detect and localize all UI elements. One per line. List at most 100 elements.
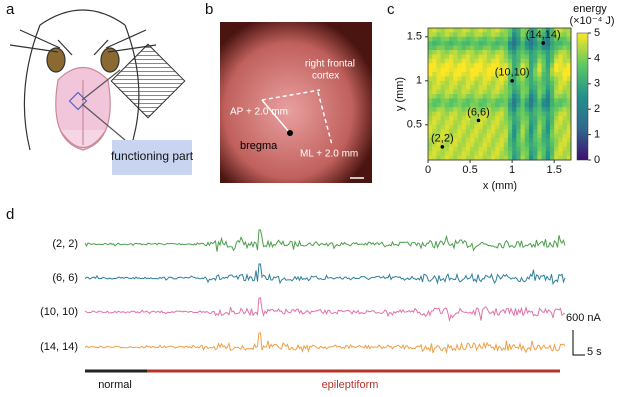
heat-cell bbox=[478, 63, 483, 68]
heat-cell bbox=[554, 68, 559, 73]
heat-cell bbox=[525, 54, 530, 59]
heat-cell bbox=[516, 98, 521, 103]
heat-cell bbox=[466, 59, 471, 64]
heat-cell bbox=[542, 46, 547, 51]
heat-cell bbox=[550, 151, 555, 156]
heat-cell bbox=[542, 90, 547, 95]
heat-cell bbox=[508, 116, 513, 121]
heat-cell bbox=[474, 90, 479, 95]
heat-cell bbox=[457, 50, 462, 55]
heat-cell bbox=[537, 50, 542, 55]
heat-cell bbox=[491, 138, 496, 143]
heat-cell bbox=[504, 28, 509, 33]
heat-cell bbox=[453, 63, 458, 68]
colorbar-tick-label: 4 bbox=[594, 52, 600, 64]
heat-cell bbox=[445, 46, 450, 51]
heat-cell bbox=[533, 125, 538, 130]
heat-cell bbox=[449, 81, 454, 86]
heat-cell bbox=[483, 28, 488, 33]
heat-cell bbox=[554, 142, 559, 147]
heat-cell bbox=[462, 46, 467, 51]
heat-cell bbox=[487, 76, 492, 81]
heat-cell bbox=[470, 50, 475, 55]
heat-cell bbox=[563, 103, 568, 108]
heat-cell bbox=[546, 59, 551, 64]
heat-cell bbox=[462, 147, 467, 152]
heat-cell bbox=[491, 147, 496, 152]
y-tick-label: 1 bbox=[416, 75, 422, 87]
heat-cell bbox=[533, 107, 538, 112]
heat-cell bbox=[508, 90, 513, 95]
heat-cell bbox=[474, 147, 479, 152]
heat-cell bbox=[432, 72, 437, 77]
heat-cell bbox=[542, 76, 547, 81]
heat-cell bbox=[449, 151, 454, 156]
heat-cell bbox=[462, 103, 467, 108]
heat-cell bbox=[466, 151, 471, 156]
heat-cell bbox=[508, 142, 513, 147]
heat-cell bbox=[491, 125, 496, 130]
heat-cell bbox=[529, 116, 534, 121]
heat-cell bbox=[537, 85, 542, 90]
heat-cell bbox=[516, 28, 521, 33]
heat-cell bbox=[550, 129, 555, 134]
heat-cell bbox=[432, 81, 437, 86]
point bbox=[510, 79, 514, 83]
heat-cell bbox=[466, 28, 471, 33]
heat-cell bbox=[529, 151, 534, 156]
heat-cell bbox=[525, 112, 530, 117]
heat-cell bbox=[546, 72, 551, 77]
heat-cell bbox=[508, 28, 513, 33]
heat-cell bbox=[529, 94, 534, 99]
heat-cell bbox=[563, 72, 568, 77]
heat-cell bbox=[554, 81, 559, 86]
heat-cell bbox=[436, 72, 441, 77]
heat-cell bbox=[563, 76, 568, 81]
heat-cell bbox=[558, 147, 563, 152]
heat-cell bbox=[432, 147, 437, 152]
panel-label: c bbox=[387, 1, 395, 18]
heat-cell bbox=[432, 98, 437, 103]
heat-cell bbox=[512, 94, 517, 99]
heat-cell bbox=[495, 50, 500, 55]
heat-cell bbox=[453, 76, 458, 81]
heat-cell bbox=[504, 81, 509, 86]
heat-cell bbox=[466, 142, 471, 147]
heat-cell bbox=[483, 50, 488, 55]
heat-cell bbox=[491, 90, 496, 95]
heat-cell bbox=[453, 68, 458, 73]
heat-cell bbox=[550, 59, 555, 64]
heat-cell bbox=[550, 112, 555, 117]
heat-cell bbox=[445, 103, 450, 108]
point bbox=[441, 145, 445, 149]
heat-cell bbox=[495, 81, 500, 86]
heat-cell bbox=[462, 63, 467, 68]
heat-cell bbox=[462, 85, 467, 90]
heat-cell bbox=[449, 116, 454, 121]
heat-cell bbox=[525, 125, 530, 130]
heat-cell bbox=[457, 103, 462, 108]
heat-cell bbox=[441, 76, 446, 81]
heat-cell bbox=[529, 142, 534, 147]
annotation: ML + 2.0 mm bbox=[300, 149, 358, 160]
heat-cell bbox=[449, 120, 454, 125]
heat-cell bbox=[487, 138, 492, 143]
heat-cell bbox=[445, 68, 450, 73]
heat-cell bbox=[474, 46, 479, 51]
heat-cell bbox=[487, 37, 492, 42]
traces bbox=[85, 230, 565, 353]
heat-cell bbox=[558, 54, 563, 59]
heat-cell bbox=[483, 147, 488, 152]
heat-cell bbox=[432, 125, 437, 130]
heat-cell bbox=[521, 120, 526, 125]
heat-cell bbox=[525, 50, 530, 55]
heat-cell bbox=[512, 59, 517, 64]
heat-cell bbox=[529, 50, 534, 55]
colorbar bbox=[577, 33, 588, 160]
heat-cell bbox=[542, 68, 547, 73]
heat-cell bbox=[457, 59, 462, 64]
heat-cell bbox=[542, 107, 547, 112]
heat-cell bbox=[491, 41, 496, 46]
heat-cell bbox=[563, 41, 568, 46]
colorbar-unit: (×10⁻⁴ J) bbox=[569, 15, 614, 27]
